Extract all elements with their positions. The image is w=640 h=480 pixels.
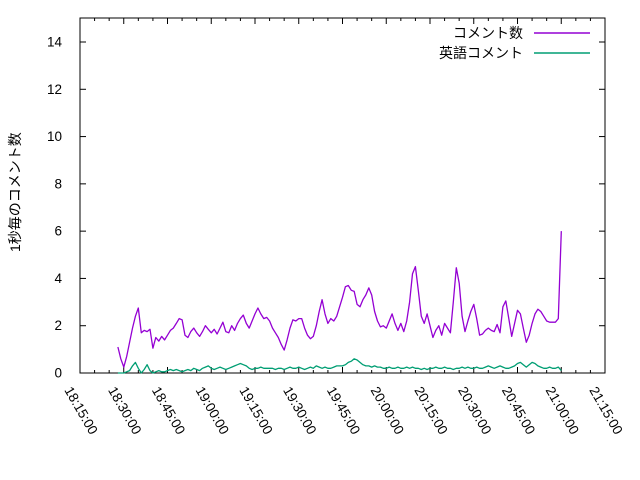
- plot-border: [79, 17, 606, 374]
- y-tick-label: 4: [54, 271, 62, 286]
- x-tick-label: 20:00:00: [368, 384, 407, 437]
- series-line-comments: [117, 231, 562, 368]
- y-axis-title: 1秒毎のコメント数: [7, 132, 23, 252]
- x-tick-label: 18:30:00: [105, 384, 144, 437]
- y-tick-label: 2: [54, 318, 62, 333]
- x-tick-label: 21:00:00: [543, 384, 582, 437]
- x-tick-label: 19:45:00: [324, 384, 363, 437]
- x-tick-label: 20:30:00: [455, 384, 494, 437]
- y-tick-label: 14: [47, 35, 63, 50]
- legend: コメント数 英語コメント: [439, 25, 590, 61]
- x-tick-label: 18:15:00: [61, 384, 100, 437]
- y-tick-label: 6: [54, 224, 62, 239]
- x-tick-label: 18:45:00: [149, 384, 188, 437]
- legend-label-english-comments: 英語コメント: [439, 45, 523, 61]
- y-tick-label: 8: [54, 176, 62, 191]
- x-tick-label: 21:15:00: [586, 384, 625, 437]
- series-line-english-comments: [117, 358, 562, 374]
- y-tick-label: 10: [47, 129, 62, 144]
- legend-label-comments: コメント数: [453, 25, 523, 41]
- x-tick-label: 20:45:00: [499, 384, 538, 437]
- y-tick-label: 12: [47, 82, 62, 97]
- x-tick-label: 19:15:00: [236, 384, 275, 437]
- x-tick-label: 20:15:00: [411, 384, 450, 437]
- x-tick-label: 19:00:00: [193, 384, 232, 437]
- y-tick-label: 0: [54, 366, 62, 381]
- x-tick-label: 19:30:00: [280, 384, 319, 437]
